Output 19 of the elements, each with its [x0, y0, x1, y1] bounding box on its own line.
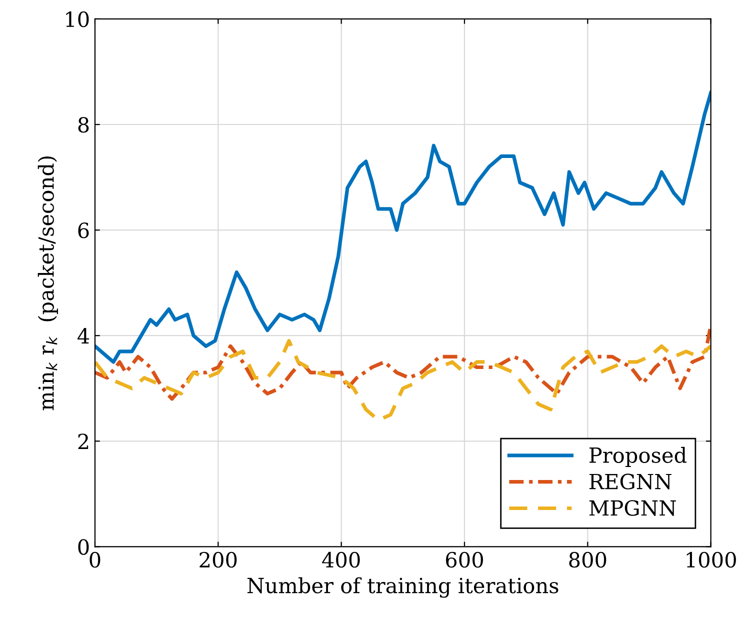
- legend-label: MPGNN: [589, 500, 676, 516]
- legend-label: Proposed: [590, 446, 686, 468]
- y-axis-title: min$_{k}$ r$_{k}$ (packet/second): [38, 156, 58, 410]
- y-tick-label: 6: [78, 222, 89, 238]
- y-tick-label: 2: [78, 434, 88, 450]
- y-tick-label: 4: [78, 328, 90, 344]
- x-tick-label: 800: [569, 552, 606, 568]
- x-axis-title: Number of training iterations: [248, 577, 558, 598]
- x-tick-label: 200: [200, 552, 237, 568]
- line-series: [94, 339, 711, 422]
- x-tick-label: 0: [90, 552, 100, 568]
- line-series: [94, 91, 711, 364]
- x-tick-label: 400: [322, 552, 360, 568]
- y-tick-label: 0: [78, 539, 89, 555]
- y-tick-label: 8: [78, 116, 89, 133]
- y-tick-label: 10: [66, 11, 89, 28]
- x-tick-label: 600: [446, 552, 483, 568]
- x-tick-label: 1000: [686, 552, 736, 568]
- legend-label: REGNN: [590, 474, 672, 490]
